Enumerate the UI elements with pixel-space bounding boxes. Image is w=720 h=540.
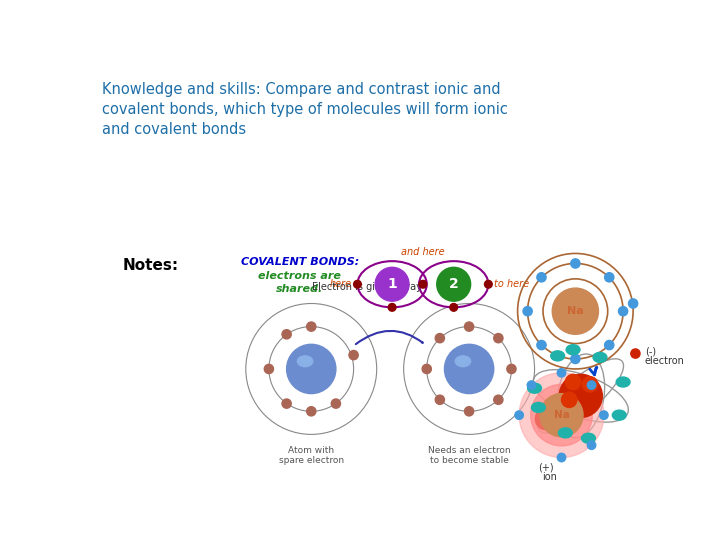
Circle shape bbox=[349, 350, 359, 360]
Circle shape bbox=[565, 374, 581, 390]
Circle shape bbox=[464, 407, 474, 416]
Text: (-): (-) bbox=[644, 346, 656, 356]
Circle shape bbox=[562, 392, 577, 408]
Text: and here: and here bbox=[401, 247, 445, 257]
Circle shape bbox=[264, 364, 274, 374]
Circle shape bbox=[435, 395, 444, 404]
Circle shape bbox=[557, 369, 566, 377]
Text: here: here bbox=[330, 279, 352, 289]
Text: (+): (+) bbox=[539, 462, 554, 472]
Ellipse shape bbox=[531, 402, 545, 413]
Circle shape bbox=[631, 349, 640, 358]
Circle shape bbox=[531, 384, 593, 446]
Circle shape bbox=[419, 280, 427, 288]
Circle shape bbox=[540, 394, 583, 437]
Circle shape bbox=[515, 411, 523, 420]
Circle shape bbox=[450, 303, 457, 311]
Circle shape bbox=[354, 280, 361, 288]
Circle shape bbox=[444, 345, 494, 394]
Text: Notes:: Notes: bbox=[122, 258, 179, 273]
Circle shape bbox=[435, 334, 444, 343]
Text: Knowledge and skills: Compare and contrast ionic and
covalent bonds, which type : Knowledge and skills: Compare and contra… bbox=[102, 82, 508, 137]
Ellipse shape bbox=[528, 383, 541, 393]
Text: 1: 1 bbox=[387, 277, 397, 291]
Circle shape bbox=[559, 374, 603, 417]
Ellipse shape bbox=[455, 356, 471, 367]
Circle shape bbox=[485, 280, 492, 288]
Circle shape bbox=[527, 381, 536, 389]
Text: Electron is given away: Electron is given away bbox=[312, 282, 422, 292]
Circle shape bbox=[605, 273, 614, 282]
Circle shape bbox=[605, 340, 614, 350]
Circle shape bbox=[582, 377, 598, 392]
Text: ion: ion bbox=[542, 472, 557, 482]
Ellipse shape bbox=[559, 428, 572, 438]
Circle shape bbox=[494, 395, 503, 404]
Text: Needs an electron
to become stable: Needs an electron to become stable bbox=[428, 446, 510, 465]
Text: to here: to here bbox=[494, 279, 529, 289]
Circle shape bbox=[422, 364, 431, 374]
Circle shape bbox=[282, 399, 291, 408]
Circle shape bbox=[552, 288, 598, 334]
FancyArrowPatch shape bbox=[356, 331, 423, 344]
Circle shape bbox=[519, 373, 604, 457]
Ellipse shape bbox=[582, 433, 595, 443]
Circle shape bbox=[437, 267, 471, 301]
Circle shape bbox=[494, 334, 503, 343]
Circle shape bbox=[537, 273, 546, 282]
Ellipse shape bbox=[616, 377, 630, 387]
Ellipse shape bbox=[612, 410, 626, 420]
FancyArrowPatch shape bbox=[590, 367, 597, 375]
Circle shape bbox=[557, 453, 566, 462]
Circle shape bbox=[618, 307, 628, 316]
Circle shape bbox=[507, 364, 516, 374]
Circle shape bbox=[287, 345, 336, 394]
Text: Atom with
spare electron: Atom with spare electron bbox=[279, 446, 344, 465]
Circle shape bbox=[388, 303, 396, 311]
Circle shape bbox=[307, 322, 316, 331]
Ellipse shape bbox=[297, 356, 312, 367]
Ellipse shape bbox=[593, 353, 607, 362]
Circle shape bbox=[307, 407, 316, 416]
Circle shape bbox=[523, 307, 532, 316]
Text: COVALENT BONDS:: COVALENT BONDS: bbox=[240, 257, 359, 267]
Circle shape bbox=[375, 267, 409, 301]
Text: electrons are
shared.: electrons are shared. bbox=[258, 271, 341, 294]
Circle shape bbox=[464, 322, 474, 331]
Text: Na: Na bbox=[567, 306, 584, 316]
Circle shape bbox=[600, 411, 608, 420]
Ellipse shape bbox=[551, 351, 564, 361]
Circle shape bbox=[571, 259, 580, 268]
Circle shape bbox=[536, 408, 557, 430]
Circle shape bbox=[571, 354, 580, 363]
Circle shape bbox=[282, 330, 291, 339]
Text: 2: 2 bbox=[449, 277, 459, 291]
Circle shape bbox=[588, 441, 595, 449]
Circle shape bbox=[331, 399, 341, 408]
Circle shape bbox=[588, 381, 595, 389]
Text: electron: electron bbox=[644, 356, 685, 366]
Ellipse shape bbox=[566, 345, 580, 355]
Circle shape bbox=[537, 340, 546, 350]
Circle shape bbox=[629, 299, 638, 308]
Text: Na: Na bbox=[554, 410, 570, 420]
